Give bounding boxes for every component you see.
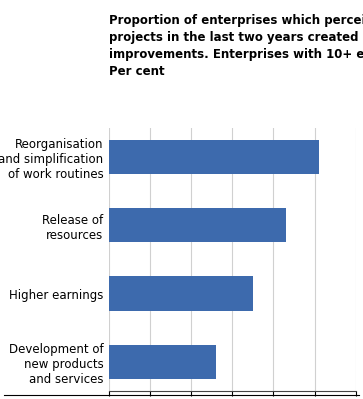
Bar [109,140,319,174]
Bar [109,345,216,379]
Text: Proportion of enterprises which perceived that ICT
projects in the last two year: Proportion of enterprises which perceive… [109,14,363,78]
Bar [109,208,286,242]
Bar [109,277,253,311]
